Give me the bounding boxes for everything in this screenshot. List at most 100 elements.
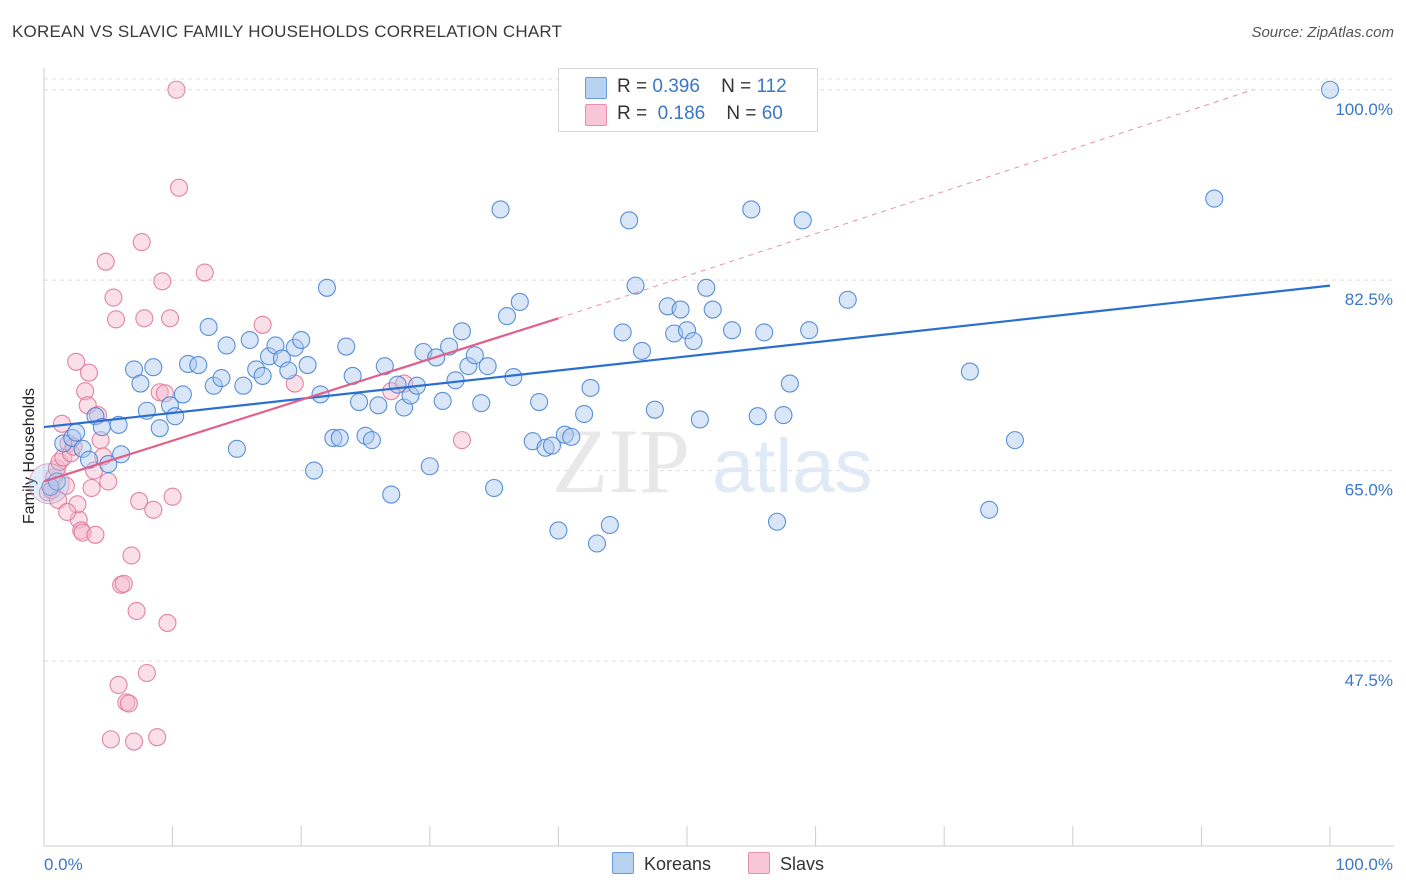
- koreans-point-41: [324, 428, 343, 448]
- slavs-point-37: [130, 492, 149, 511]
- legend-r-label-koreans: R =: [617, 76, 648, 97]
- koreans-point-19: [173, 385, 192, 404]
- koreans-point-42: [330, 428, 349, 448]
- koreans-trend-line: [43, 284, 1331, 429]
- slavs-point-20: [86, 525, 105, 544]
- koreans-point-79: [581, 378, 600, 397]
- slavs-point-40: [137, 663, 156, 683]
- slavs-point-41: [144, 500, 163, 519]
- slavs-point-53: [285, 374, 304, 393]
- koreans-point-26: [227, 439, 246, 458]
- y-tick-label-1: 65.0%: [1345, 481, 1393, 500]
- koreans-point-40: [317, 278, 336, 297]
- koreans-point-36: [292, 330, 311, 350]
- bottom-legend-label-slavs: Slavs: [780, 854, 825, 874]
- watermark-atlas: atlas: [712, 424, 873, 509]
- x-tick-label-min: 0.0%: [44, 855, 83, 874]
- koreans-point-67: [491, 200, 510, 219]
- koreans-point-91: [684, 332, 703, 351]
- bottom-legend-swatch-slavs: [748, 852, 770, 874]
- koreans-point-5: [73, 439, 92, 458]
- chart-title: KOREAN VS SLAVIC FAMILY HOUSEHOLDS CORRE…: [12, 22, 563, 41]
- slavs-point-47: [160, 309, 180, 328]
- slavs-point-39: [135, 309, 154, 328]
- slavs-point-24: [96, 252, 115, 271]
- koreans-point-29: [247, 360, 266, 379]
- x-tick-label-max: 100.0%: [1335, 855, 1393, 874]
- koreans-point-47: [362, 431, 381, 450]
- koreans-point-107: [1005, 431, 1024, 450]
- source-note: Source: ZipAtlas.com: [1251, 24, 1394, 41]
- slavs-point-11: [67, 352, 86, 371]
- koreans-point-16: [150, 419, 169, 438]
- slavs-point-29: [109, 675, 128, 695]
- slavs-point-35: [124, 732, 144, 751]
- koreans-point-74: [542, 436, 562, 455]
- koreans-point-34: [279, 361, 298, 380]
- slavs-point-45: [155, 384, 174, 403]
- koreans-point-66: [485, 478, 504, 498]
- koreans-point-92: [690, 410, 709, 429]
- slavs-point-33: [119, 694, 138, 713]
- koreans-point-43: [337, 337, 356, 356]
- koreans-point-94: [703, 300, 722, 319]
- slavs-point-28: [106, 310, 126, 329]
- slavs-point-18: [82, 478, 101, 498]
- koreans-point-21: [189, 356, 208, 375]
- koreans-point-102: [793, 211, 812, 230]
- slavs-point-15: [76, 382, 95, 401]
- bottom-legend-swatch-koreans: [612, 852, 634, 874]
- koreans-point-89: [671, 300, 690, 319]
- koreans-point-61: [452, 322, 472, 341]
- legend-n-label-koreans: N =: [721, 76, 752, 97]
- koreans-point-90: [677, 321, 697, 340]
- slavs-point-59: [58, 502, 77, 521]
- koreans-point-78: [575, 404, 594, 424]
- koreans-point-68: [497, 307, 517, 326]
- koreans-point-86: [645, 400, 664, 419]
- koreans-point-1: [47, 472, 66, 491]
- slavs-point-38: [132, 233, 151, 252]
- y-tick-labels: 47.5% 65.0% 82.5% 100.0%: [1335, 100, 1393, 690]
- slavs-point-25: [99, 472, 118, 491]
- slavs-point-49: [167, 80, 186, 99]
- slavs-point-58: [68, 495, 87, 514]
- koreans-point-100: [774, 406, 793, 425]
- koreans-point-95: [722, 321, 742, 340]
- slavs-point-34: [122, 546, 141, 565]
- trend-lines: [43, 89, 1331, 483]
- koreans-point-101: [780, 374, 799, 393]
- koreans-point-103: [800, 321, 819, 340]
- watermark-zip: ZIP: [552, 410, 690, 512]
- koreans-point-27: [234, 376, 253, 395]
- slavs-point-42: [148, 728, 167, 747]
- koreans-point-97: [748, 407, 767, 426]
- grid-lines: [44, 78, 1394, 662]
- slavs-point-26: [101, 730, 120, 749]
- koreans-point-48: [369, 396, 388, 415]
- koreans-point-63: [465, 346, 484, 365]
- koreans-point-64: [472, 394, 491, 413]
- koreans-point-83: [620, 211, 639, 230]
- slavs-point-46: [158, 613, 177, 632]
- koreans-point-75: [549, 521, 568, 540]
- legend-n-value-slavs: 60: [761, 103, 783, 124]
- slavs-point-44: [153, 272, 172, 291]
- y-tick-label-2: 82.5%: [1345, 290, 1393, 309]
- koreans-point-25: [217, 336, 236, 355]
- koreans-point-80: [587, 534, 607, 553]
- legend-n-value-koreans: 112: [756, 76, 787, 97]
- legend-r-label-slavs: R =: [617, 103, 648, 124]
- origin-cluster-point: [28, 463, 70, 505]
- slavs-trend-extension: [558, 89, 1253, 319]
- slavs-point-51: [195, 263, 214, 282]
- koreans-point-65: [478, 357, 497, 376]
- slavs-point-56: [452, 431, 472, 450]
- koreans-point-15: [144, 358, 163, 377]
- koreans-point-56: [420, 457, 439, 476]
- y-tick-label-3: 100.0%: [1335, 100, 1393, 119]
- koreans-point-84: [626, 276, 645, 295]
- koreans-point-49: [375, 357, 394, 376]
- koreans-point-30: [253, 366, 272, 385]
